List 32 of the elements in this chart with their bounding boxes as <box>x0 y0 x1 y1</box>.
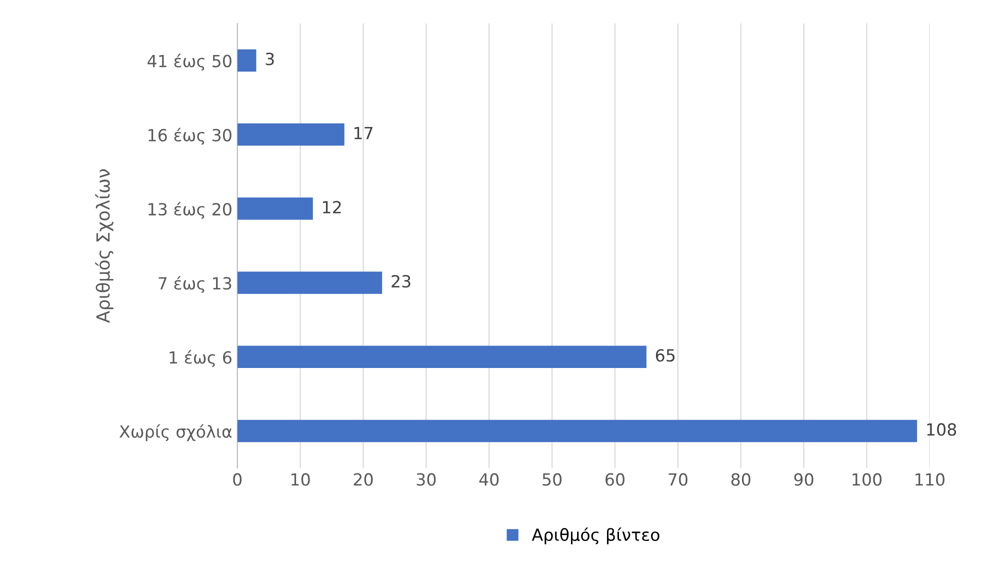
data-label: 3 <box>266 52 274 66</box>
y-tick-label: 41 έως 50 <box>148 54 232 71</box>
bar <box>237 272 382 294</box>
x-tick-label: 80 <box>731 473 750 486</box>
bar <box>237 420 918 442</box>
data-label: 108 <box>927 423 956 436</box>
x-tick-label: 20 <box>354 473 373 486</box>
x-tick-label: 90 <box>794 473 814 486</box>
x-tick-label: 10 <box>292 473 310 486</box>
x-tick-label: 0 <box>233 473 242 486</box>
legend-label: Αριθμός βίντεο <box>532 527 660 544</box>
x-tick-label: 100 <box>852 473 882 486</box>
bar <box>237 123 344 146</box>
y-tick-label: 1 έως 6 <box>170 350 232 368</box>
data-label: 23 <box>392 274 410 288</box>
data-label: 17 <box>354 127 372 140</box>
x-tick-label: 30 <box>416 473 436 486</box>
x-tick-label: 70 <box>668 473 688 486</box>
data-label: 65 <box>656 349 675 362</box>
y-tick-label: Χωρίς σχόλια <box>119 424 232 442</box>
bar <box>237 49 256 72</box>
y-tick-label: 13 έως 20 <box>148 202 232 219</box>
x-tick-label: 40 <box>479 473 499 486</box>
y-tick-label: 16 έως 30 <box>148 128 232 145</box>
y-axis-title: Αριθμός Σχολίων <box>95 169 114 323</box>
data-label: 12 <box>323 200 341 214</box>
bar <box>237 198 313 220</box>
x-tick-label: 50 <box>542 473 562 486</box>
x-tick-label: 110 <box>916 473 944 486</box>
x-tick-label: 60 <box>606 473 624 486</box>
y-tick-label: 7 έως 13 <box>158 276 232 293</box>
bar <box>237 346 646 368</box>
